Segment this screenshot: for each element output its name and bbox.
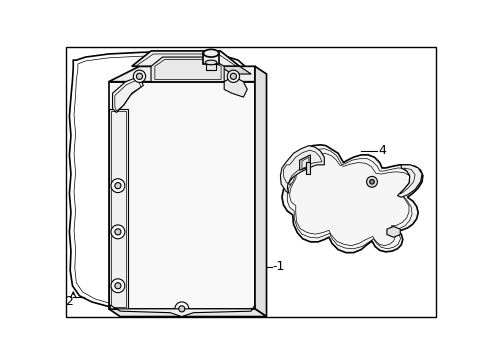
Circle shape	[367, 176, 377, 187]
Polygon shape	[109, 82, 255, 309]
Polygon shape	[282, 145, 423, 253]
Circle shape	[227, 70, 240, 82]
Polygon shape	[132, 51, 240, 66]
Circle shape	[115, 183, 121, 189]
Text: -1: -1	[273, 260, 285, 273]
Text: 2: 2	[65, 296, 73, 309]
Polygon shape	[113, 76, 143, 112]
Polygon shape	[255, 66, 267, 316]
Text: 4: 4	[378, 144, 386, 157]
Polygon shape	[300, 155, 311, 170]
Circle shape	[115, 283, 121, 289]
Circle shape	[111, 179, 125, 193]
Polygon shape	[109, 66, 255, 82]
Polygon shape	[206, 64, 216, 70]
Circle shape	[111, 225, 125, 239]
Circle shape	[136, 73, 143, 80]
Polygon shape	[151, 57, 224, 82]
Polygon shape	[109, 109, 128, 309]
Circle shape	[115, 229, 121, 235]
Polygon shape	[397, 165, 422, 197]
Circle shape	[133, 70, 146, 82]
Polygon shape	[306, 162, 311, 174]
Circle shape	[179, 306, 185, 312]
Circle shape	[230, 73, 237, 80]
Polygon shape	[387, 226, 400, 237]
Polygon shape	[109, 309, 267, 316]
Polygon shape	[224, 76, 247, 97]
Circle shape	[111, 279, 125, 293]
Polygon shape	[203, 53, 219, 64]
Polygon shape	[280, 145, 324, 193]
Polygon shape	[110, 305, 255, 316]
Ellipse shape	[203, 49, 219, 57]
Text: 3: 3	[180, 54, 188, 67]
Ellipse shape	[205, 60, 217, 65]
Polygon shape	[220, 66, 251, 74]
Circle shape	[175, 302, 189, 316]
Circle shape	[370, 180, 374, 184]
